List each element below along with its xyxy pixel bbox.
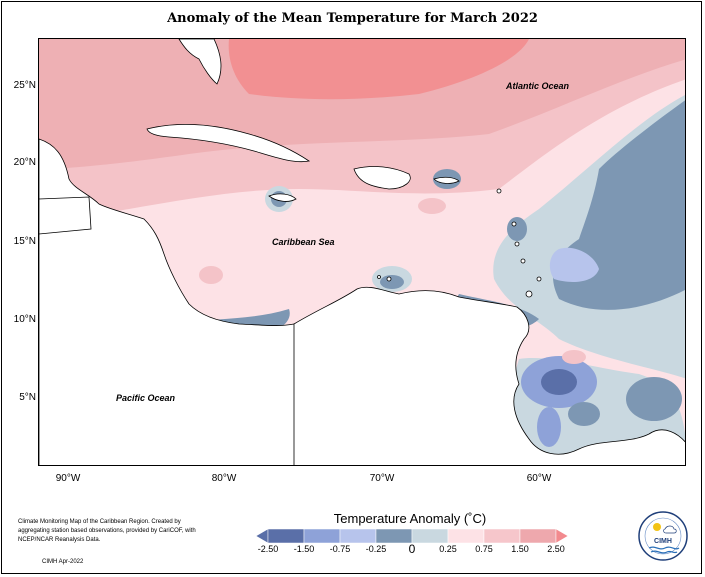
- land-puerto-rico: [433, 176, 460, 184]
- anomaly-zone-warm-patch-west: [199, 266, 223, 284]
- legend-tick-label: 1.50: [511, 544, 529, 554]
- anomaly-zone-coldest-guyana: [541, 369, 577, 395]
- anomaly-zone-warm-patch-central: [418, 198, 446, 214]
- island-trinidad: [525, 290, 533, 298]
- island-martinique: [514, 241, 520, 247]
- anomaly-zone-hot-bahamas: [228, 39, 529, 100]
- date-stamp: CIMH Apr-2022: [42, 559, 84, 565]
- land-masses: [39, 39, 685, 465]
- credit-text: Climate Monitoring Map of the Caribbean …: [18, 519, 196, 543]
- legend-tick-label: -0.25: [365, 544, 387, 554]
- land-cuba: [146, 124, 311, 163]
- sun-icon: [653, 523, 661, 531]
- pacific-ocean-label: Pacific Ocean: [116, 393, 176, 403]
- lon-label-80w: 80°W: [211, 473, 237, 484]
- legend-title: Temperature Anomaly (˚C): [333, 511, 487, 526]
- land-south-america: [293, 286, 685, 465]
- legend-tick-label: -0.75: [329, 544, 351, 554]
- island-virgin-islands: [496, 188, 502, 194]
- island-barbados: [536, 276, 542, 282]
- anomaly-zone-cold-antilles: [507, 217, 527, 241]
- legend-swatch-2: [303, 529, 341, 543]
- lat-label-5n: 5°N: [19, 392, 36, 403]
- legend-tick-label: 0.75: [475, 544, 493, 554]
- lon-label-90w: 90°W: [55, 473, 81, 484]
- wave-icon: [648, 546, 680, 550]
- lon-label-60w: 60°W: [526, 473, 552, 484]
- cimh-logo: CIMH: [638, 511, 688, 561]
- legend-swatch-1: [267, 529, 305, 543]
- land-florida: [178, 39, 222, 85]
- legend-swatch-7: [483, 529, 521, 543]
- land-jamaica: [268, 193, 297, 202]
- caribbean-sea-label: Caribbean Sea: [272, 237, 335, 247]
- legend-tick-label: -2.50: [257, 544, 279, 554]
- land-yucatan: [39, 196, 92, 235]
- legend-tick-label: 0.25: [439, 544, 457, 554]
- island-curacao: [386, 276, 392, 282]
- legend-tick-label: 0: [408, 542, 416, 556]
- anomaly-zone-cold-suriname: [568, 402, 600, 426]
- lat-label-20n: 20°N: [13, 157, 36, 168]
- anomaly-zone-cold-french-guiana: [626, 377, 682, 421]
- anomaly-zone-cold-curacao: [380, 275, 404, 289]
- legend-swatch-5: [411, 529, 449, 543]
- lat-label-25n: 25°N: [13, 80, 36, 91]
- island-guadeloupe: [511, 221, 517, 227]
- island-st-vincent: [520, 258, 526, 264]
- anomaly-map-canvas: [39, 39, 685, 465]
- map-title: Anomaly of the Mean Temperature for Marc…: [167, 11, 538, 26]
- legend-swatch-arrow-low: [256, 529, 269, 543]
- legend-swatch-6: [447, 529, 485, 543]
- legend-swatch-8: [519, 529, 557, 543]
- legend-swatch-3: [339, 529, 377, 543]
- legend-swatch-4: [375, 529, 413, 543]
- lon-label-70w: 70°W: [369, 473, 395, 484]
- atlantic-ocean-label: Atlantic Ocean: [506, 81, 570, 91]
- anomaly-zone-warm-patch-east: [562, 350, 586, 364]
- land-hispaniola: [353, 166, 411, 190]
- logo-text: CIMH: [654, 538, 672, 545]
- legend-swatch-arrow-high: [555, 529, 568, 543]
- legend-tick-label: -1.50: [293, 544, 315, 554]
- small-islands: [377, 188, 542, 298]
- island-aruba: [377, 275, 381, 279]
- lat-label-10n: 10°N: [13, 314, 36, 325]
- anomaly-zone-cold-south: [537, 407, 561, 447]
- anomaly-zone-cold-patch: [549, 247, 599, 282]
- cloud-icon: [663, 525, 677, 534]
- lat-label-15n: 15°N: [13, 236, 36, 247]
- legend-tick-label: 2.50: [547, 544, 565, 554]
- legend-color-bar: [256, 529, 568, 543]
- anomaly-map: [38, 38, 686, 466]
